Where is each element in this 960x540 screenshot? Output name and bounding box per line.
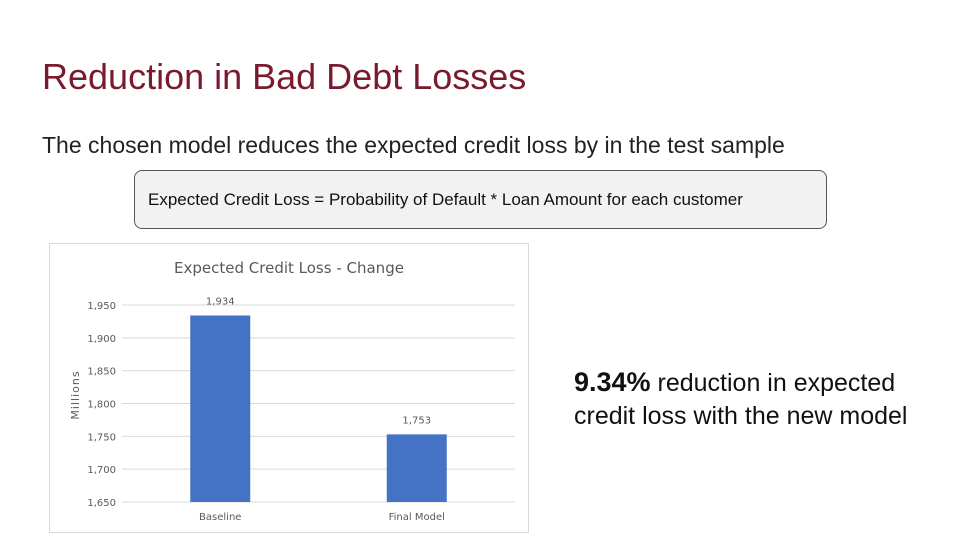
y-tick-label: 1,700 <box>87 465 116 476</box>
y-axis-label: Millions <box>69 370 82 419</box>
slide-title: Reduction in Bad Debt Losses <box>42 56 527 97</box>
formula-box: Expected Credit Loss = Probability of De… <box>134 170 827 229</box>
reduction-text: reduction in expected credit loss with t… <box>574 369 908 430</box>
data-label: 1,934 <box>206 297 235 308</box>
slide-subtitle: The chosen model reduces the expected cr… <box>42 132 785 158</box>
bars <box>190 315 447 502</box>
bar-final-model <box>386 434 447 502</box>
reduction-percent: 9.34% <box>574 367 651 397</box>
data-labels: 1,934 1,753 <box>206 297 431 427</box>
data-label: 1,753 <box>402 415 431 426</box>
gridlines <box>122 304 515 503</box>
y-tick-label: 1,800 <box>87 400 116 411</box>
chart-container: Expected Credit Loss - Change Millions 1… <box>49 243 529 533</box>
y-tick-labels: 1,650 1,700 1,750 1,800 1,850 1,900 1,950 <box>87 301 116 509</box>
formula-text: Expected Credit Loss = Probability of De… <box>148 189 743 209</box>
y-tick-label: 1,750 <box>87 432 116 443</box>
y-tick-label: 1,950 <box>87 301 116 312</box>
y-tick-label: 1,650 <box>87 498 116 509</box>
bar-chart: Expected Credit Loss - Change Millions 1… <box>69 259 515 523</box>
x-category-label: Baseline <box>199 512 241 523</box>
y-tick-label: 1,850 <box>87 367 116 378</box>
chart-title: Expected Credit Loss - Change <box>174 259 404 277</box>
reduction-callout: 9.34% reduction in expected credit loss … <box>574 366 914 433</box>
bar-baseline <box>190 315 251 502</box>
x-category-label: Final Model <box>389 512 445 523</box>
x-category-labels: Baseline Final Model <box>199 512 445 523</box>
y-tick-label: 1,900 <box>87 334 116 345</box>
